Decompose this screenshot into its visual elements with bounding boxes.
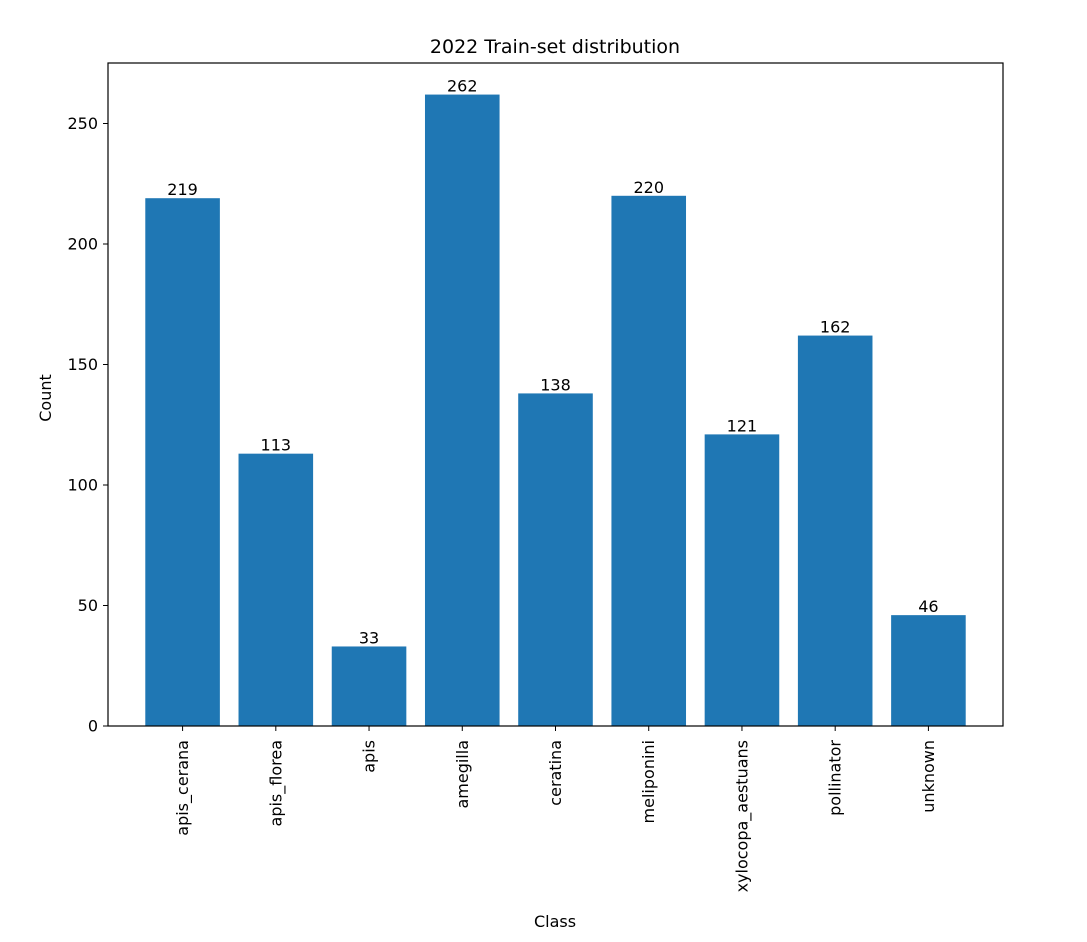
bar-xylocopa_aestuans [704,434,780,726]
bar-apis_cerana [145,198,220,727]
x-tick-label: apis [360,740,379,773]
bar-value-labels: 219 113 33 262 138 220 121 162 46 [167,77,938,648]
x-tick-label: amegilla [453,740,472,809]
x-axis-ticks: apis_cerana apis_florea apis amegilla cerati… [173,726,938,892]
bar-unknown [891,615,966,726]
y-tick-label: 100 [67,475,98,494]
bar-amegilla [424,94,500,727]
x-tick-label: xylocopa_aestuans [732,740,752,892]
bar-value-label: 46 [918,597,938,616]
y-axis-label: Count [36,374,55,422]
bar-meliponini [611,195,687,727]
x-axis-label: Class [534,912,576,931]
bar-value-label: 162 [820,318,851,337]
x-tick-label: meliponini [639,740,658,823]
y-tick-label: 250 [67,114,98,133]
bar-apis_florea [238,453,314,726]
y-tick-label: 200 [67,234,98,253]
x-tick-label: apis_cerana [173,740,193,836]
x-tick-label: pollinator [826,740,845,816]
bar-value-label: 138 [540,375,571,394]
bar-apis [331,646,407,726]
bar-value-label: 113 [261,436,292,455]
y-tick-label: 0 [88,717,98,736]
bar-pollinator [797,335,873,726]
x-tick-label: apis_florea [266,740,286,826]
x-tick-label: ceratina [546,740,565,806]
bars-group [145,94,966,727]
y-axis-ticks: 0 50 100 150 200 250 [67,114,108,736]
bar-value-label: 33 [359,628,379,647]
bar-value-label: 220 [633,178,664,197]
bar-value-label: 219 [167,180,198,199]
chart-title: 2022 Train-set distribution [430,36,680,58]
plot-area-frame [107,62,1004,727]
bar-value-label: 262 [447,77,478,96]
x-tick-label: unknown [919,740,938,813]
bar-ceratina [518,393,593,726]
bar-value-label: 121 [727,416,758,435]
y-tick-label: 50 [78,596,98,615]
y-tick-label: 150 [67,355,98,374]
